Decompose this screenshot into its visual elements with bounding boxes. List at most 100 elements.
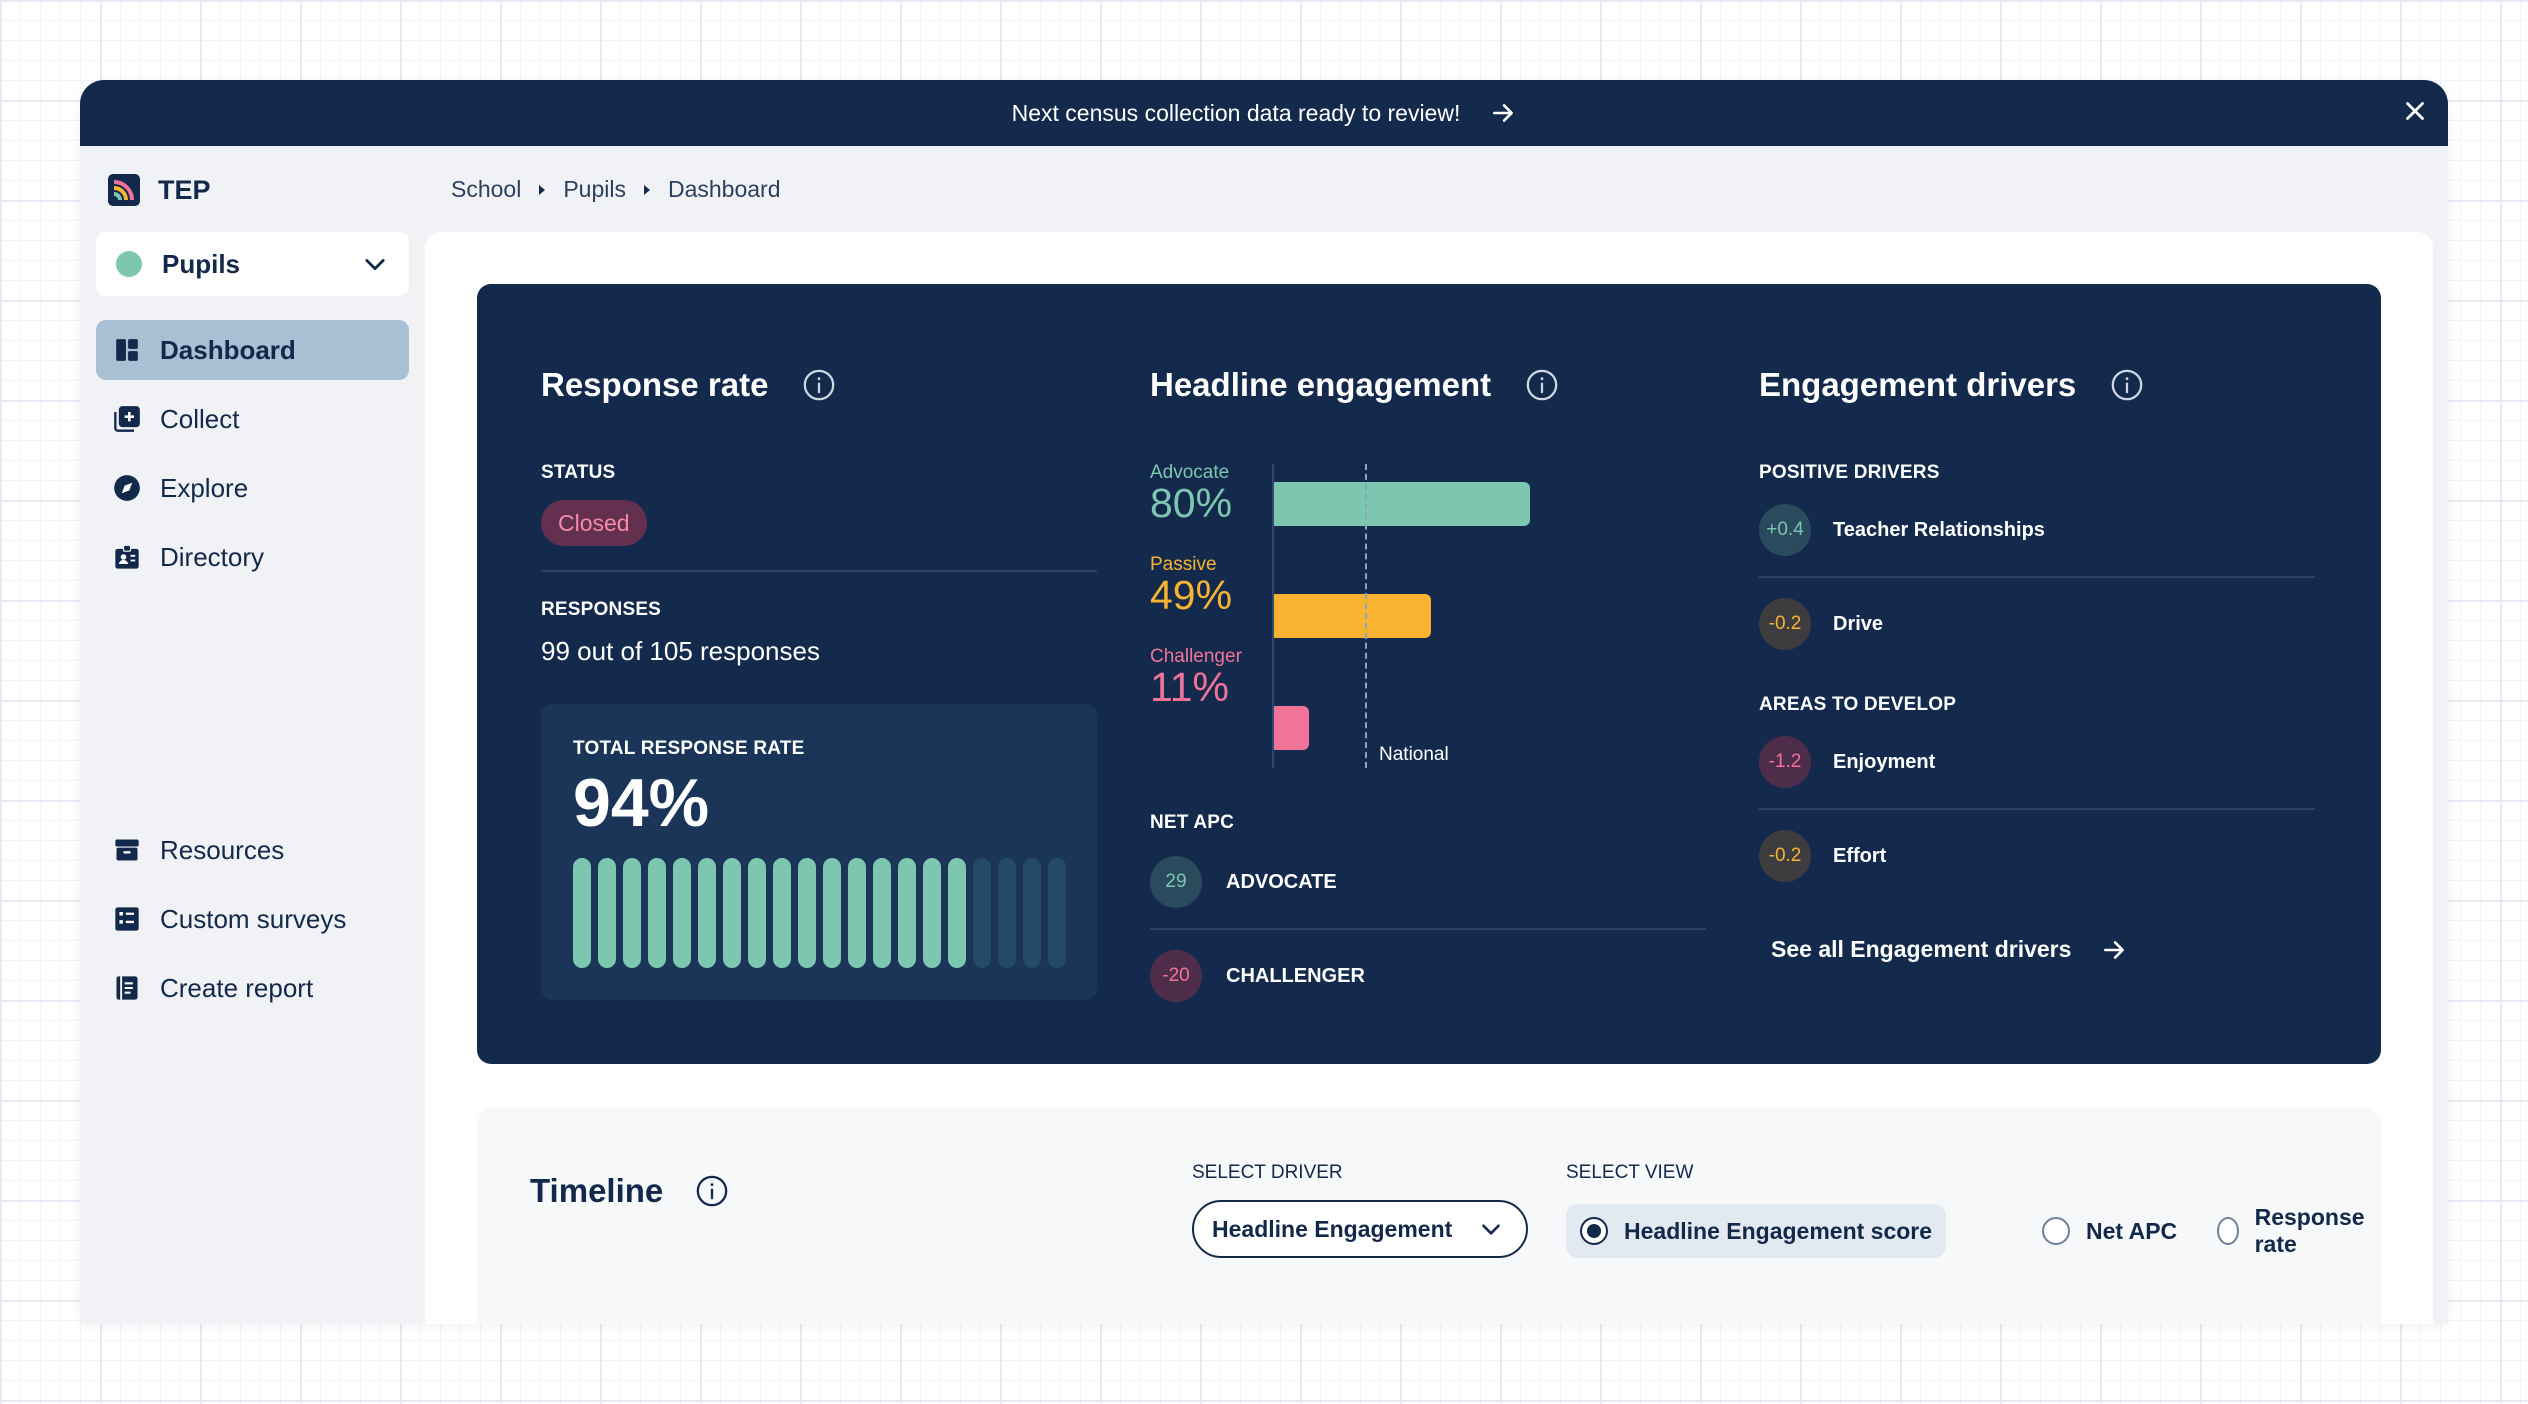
select-driver-label: SELECT DRIVER <box>1192 1162 1343 1183</box>
radio-icon[interactable] <box>2217 1217 2239 1245</box>
compass-icon <box>112 473 142 503</box>
response-rate-title: Response rate <box>541 366 769 403</box>
response-rate-segment <box>673 858 691 968</box>
challenger-value: 11% <box>1150 664 1230 710</box>
driver-row[interactable]: -0.2 Effort <box>1759 830 1886 882</box>
driver-row[interactable]: +0.4 Teacher Relationships <box>1759 504 2045 556</box>
response-rate-segment <box>1048 858 1066 968</box>
breadcrumb-pupils[interactable]: Pupils <box>563 176 626 202</box>
see-all-drivers-link[interactable]: See all Engagement drivers <box>1771 936 2127 963</box>
nav-label: Create report <box>160 972 314 1003</box>
advocate-value: 80% <box>1150 480 1233 526</box>
nav-item-dashboard[interactable]: Dashboard <box>96 320 409 380</box>
secondary-nav: Resources Custom surveys Create report <box>96 820 409 1027</box>
view-option-label: Response rate <box>2254 1204 2365 1257</box>
nav-label: Collect <box>160 403 240 434</box>
report-icon <box>112 973 142 1003</box>
total-response-rate-value: 94% <box>573 765 710 841</box>
driver-row[interactable]: -0.2 Drive <box>1759 598 1883 650</box>
challenger-bar <box>1274 706 1309 750</box>
headline-engagement-title: Headline engagement <box>1150 366 1492 403</box>
response-rate-segment <box>898 858 916 968</box>
headline-engagement-section: Headline engagement Advocate 80% Passive… <box>1150 284 1710 1064</box>
nav-item-collect[interactable]: Collect <box>96 389 409 449</box>
positive-drivers-label: POSITIVE DRIVERS <box>1759 462 1940 483</box>
driver-name: Teacher Relationships <box>1833 518 2045 541</box>
status-dot <box>116 251 142 277</box>
radio-selected-icon[interactable] <box>1580 1217 1608 1245</box>
driver-name: Drive <box>1833 612 1884 635</box>
response-rate-segment <box>723 858 741 968</box>
view-option-net-apc[interactable]: Net APC <box>2028 1204 2191 1258</box>
arrow-right-icon[interactable] <box>1490 100 1516 126</box>
score-badge: -0.2 <box>1759 598 1811 650</box>
checklist-icon <box>112 904 142 934</box>
nav-label: Explore <box>160 472 249 503</box>
info-icon[interactable] <box>802 368 836 402</box>
driver-row[interactable]: -1.2 Enjoyment <box>1759 736 1935 788</box>
nav-item-directory[interactable]: Directory <box>96 527 409 587</box>
id-badge-icon <box>112 542 142 572</box>
breadcrumb-dashboard[interactable]: Dashboard <box>667 176 781 202</box>
archive-box-icon <box>112 835 142 865</box>
nav-label: Resources <box>160 834 285 865</box>
breadcrumb-school[interactable]: School <box>451 176 522 202</box>
response-rate-segment <box>923 858 941 968</box>
advocate-bar <box>1274 482 1530 526</box>
response-rate-segment <box>623 858 641 968</box>
nav-label: Dashboard <box>160 334 296 365</box>
notification-banner[interactable]: Next census collection data ready to rev… <box>80 80 2448 146</box>
response-rate-segment <box>773 858 791 968</box>
response-rate-segment <box>823 858 841 968</box>
add-square-icon <box>112 404 142 434</box>
audience-select[interactable]: Pupils <box>96 232 409 296</box>
primary-nav: Dashboard Collect Explore Directory <box>96 320 409 596</box>
response-rate-segment <box>798 858 816 968</box>
nav-label: Custom surveys <box>160 903 347 934</box>
brand[interactable]: TEP <box>108 174 211 206</box>
view-option-headline-engagement[interactable]: Headline Engagement score <box>1566 1204 1947 1258</box>
sidebar: TEP Pupils Dashboard Collect <box>80 146 425 1324</box>
driver-select[interactable]: Headline Engagement <box>1192 1200 1528 1258</box>
tep-logo-icon <box>108 174 140 206</box>
total-response-rate-label: TOTAL RESPONSE RATE <box>573 738 805 759</box>
banner-message[interactable]: Next census collection data ready to rev… <box>1011 99 1461 126</box>
net-apc-advocate-row: 29 ADVOCATE <box>1150 856 1337 908</box>
nav-item-resources[interactable]: Resources <box>96 820 409 880</box>
nav-item-create-report[interactable]: Create report <box>96 958 409 1018</box>
response-rate-segment <box>873 858 891 968</box>
timeline-title-row: Timeline <box>530 1172 729 1210</box>
response-rate-segment <box>948 858 966 968</box>
close-icon[interactable] <box>2400 96 2430 132</box>
net-apc-challenger-row: -20 CHALLENGER <box>1150 950 1365 1002</box>
info-icon[interactable] <box>695 1174 729 1208</box>
timeline-section: Timeline SELECT DRIVER Headline Engageme… <box>477 1108 2381 1324</box>
engagement-drivers-section: Engagement drivers POSITIVE DRIVERS +0.4… <box>1759 284 2319 1064</box>
radio-icon[interactable] <box>2042 1217 2070 1245</box>
response-rate-bars <box>573 858 1066 968</box>
breadcrumb-separator-icon <box>643 184 650 195</box>
status-badge: Closed <box>541 500 647 546</box>
divider <box>541 570 1097 572</box>
score-badge: -1.2 <box>1759 736 1811 788</box>
timeline-title: Timeline <box>530 1172 664 1209</box>
driver-name: Enjoyment <box>1833 750 1936 773</box>
driver-select-value: Headline Engagement <box>1212 1215 1453 1242</box>
view-option-response-rate[interactable]: Response rate <box>2203 1204 2385 1258</box>
breadcrumb: School Pupils Dashboard <box>451 176 781 203</box>
challenger-label: Challenger <box>1150 646 1242 667</box>
score-badge: +0.4 <box>1759 504 1811 556</box>
nav-label: Directory <box>160 541 265 572</box>
section-title: Headline engagement <box>1150 366 1559 404</box>
net-apc-row-label: ADVOCATE <box>1226 870 1337 893</box>
see-all-label: See all Engagement drivers <box>1771 936 2072 962</box>
nav-item-custom-surveys[interactable]: Custom surveys <box>96 889 409 949</box>
status-label: STATUS <box>541 462 616 483</box>
divider <box>1150 928 1706 930</box>
nav-item-explore[interactable]: Explore <box>96 458 409 518</box>
net-apc-label: NET APC <box>1150 812 1235 833</box>
info-icon[interactable] <box>1525 368 1559 402</box>
responses-count: 99 out of 105 responses <box>541 636 820 666</box>
info-icon[interactable] <box>2110 368 2144 402</box>
app-window: Next census collection data ready to rev… <box>80 80 2448 1324</box>
